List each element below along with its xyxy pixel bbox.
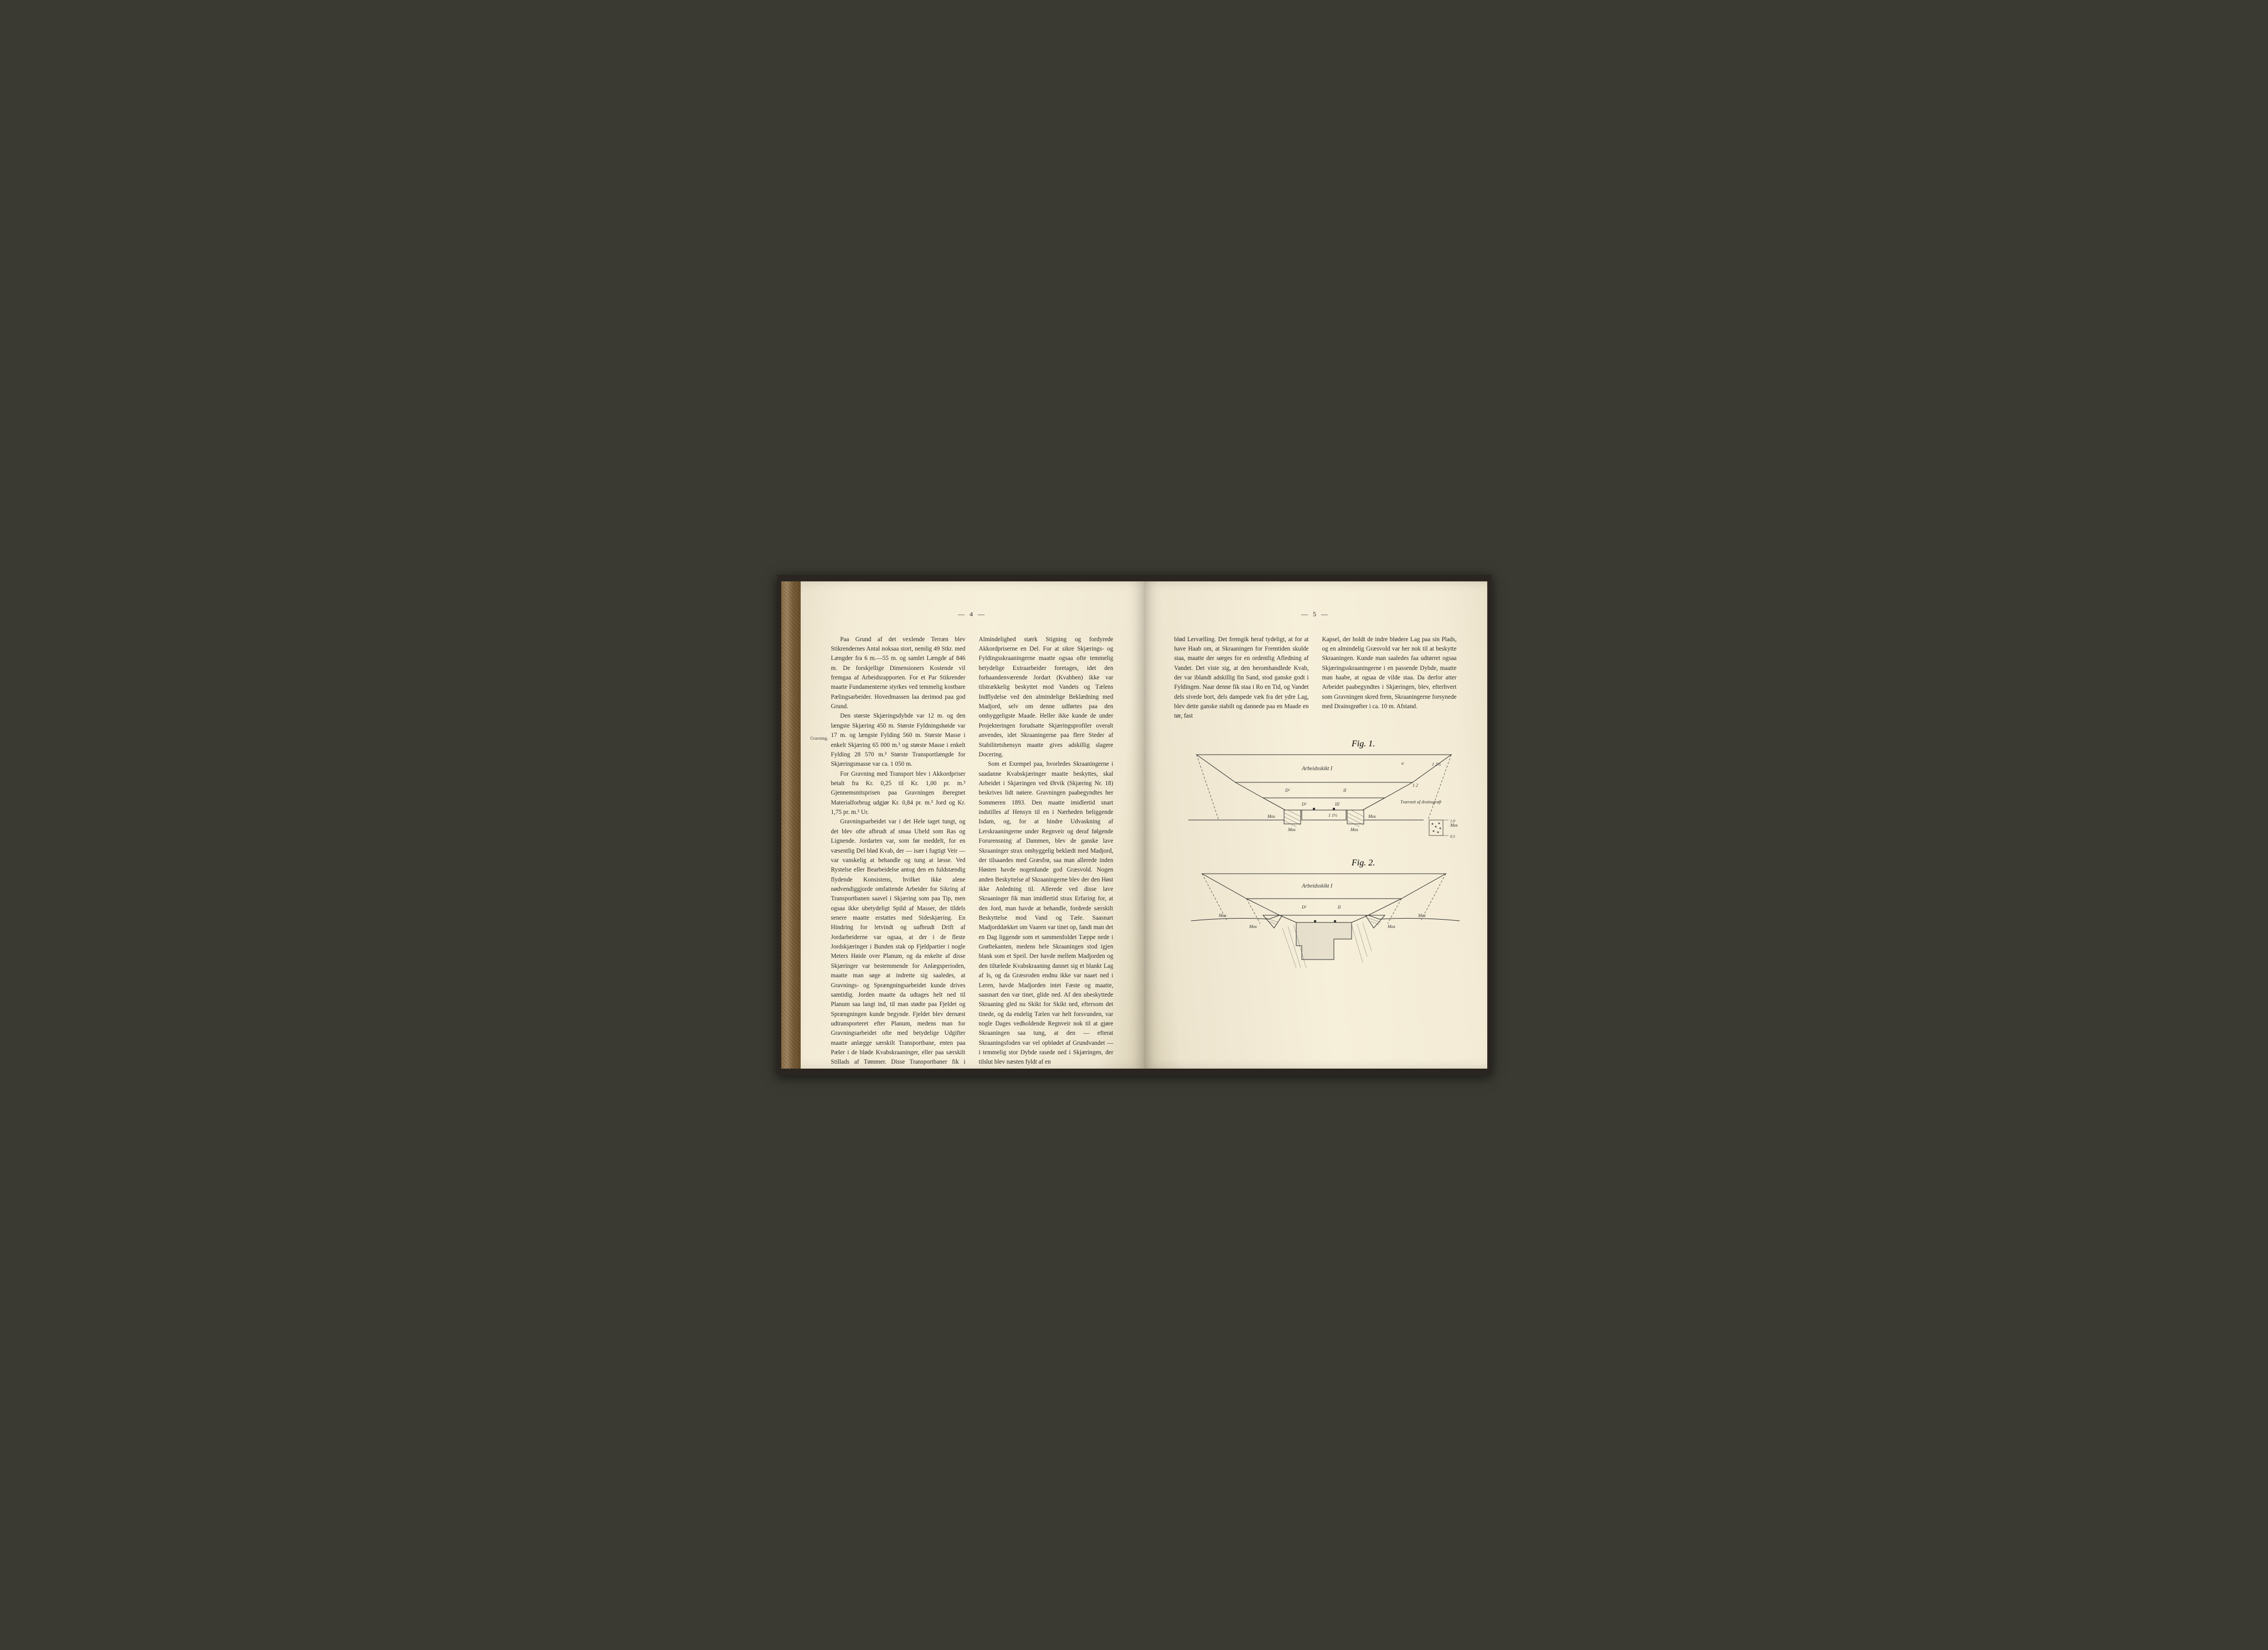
fig2-mos-left bbox=[1263, 915, 1282, 928]
fig2-rail bbox=[1314, 920, 1316, 922]
fig1-slope-dash bbox=[1197, 755, 1219, 820]
fig1-rail bbox=[1333, 808, 1335, 810]
fig1-a-label: a bbox=[1401, 761, 1404, 766]
fig1-mos-label: Mos bbox=[1267, 814, 1275, 819]
fig1-slope2-label: 1 2 bbox=[1413, 783, 1418, 788]
left-page: — 4 — Gravning. Paa Grund af det vexlend… bbox=[801, 581, 1144, 1069]
paragraph: Som et Exempel paa, hvorledes Skraaninge… bbox=[979, 760, 1114, 1068]
fig1-layer-2 bbox=[1235, 782, 1413, 798]
fig1-dim2-label: 1.0 bbox=[1450, 819, 1455, 823]
fig2-II-label: II bbox=[1337, 905, 1341, 910]
fig1-dim-label: 1 1½ bbox=[1328, 813, 1337, 818]
fig2-mos-label: Mos bbox=[1418, 913, 1426, 918]
paragraph: For Gravning med Transport blev i Akkord… bbox=[831, 770, 966, 818]
fig1-arbeidsskikt-label: Arbeidsskikt I bbox=[1301, 766, 1333, 772]
fig2-arbeidsskikt-label: Arbeidsskikt I bbox=[1301, 883, 1333, 889]
paragraph: Den største Skjæringsdybde var 12 m. og … bbox=[831, 711, 966, 769]
fig2-layer-2 bbox=[1246, 899, 1401, 915]
fig1-layer-3 bbox=[1263, 798, 1385, 810]
figure-1: Fig. 1. bbox=[1185, 738, 1446, 843]
fig1-slope-label: 1 2½ bbox=[1432, 762, 1441, 767]
figure-1-diagram: Fig. 1. bbox=[1185, 738, 1462, 843]
paragraph: Paa Grund af det vexlende Terræn blev St… bbox=[831, 635, 966, 712]
fig1-mos-label: Mos bbox=[1350, 827, 1358, 832]
book-spine-edge bbox=[781, 581, 801, 1069]
fig1-III-label: III bbox=[1334, 802, 1339, 807]
fig2-label: Fig. 2. bbox=[1351, 858, 1375, 868]
paragraph: Kapsel, der holdt de indre blødere Lag p… bbox=[1322, 635, 1457, 712]
fig1-mos-label: Mos bbox=[1450, 823, 1458, 828]
fig1-d2-label: D² bbox=[1285, 788, 1290, 793]
paragraph: blød Lervælling. Det fremgik heraf tydel… bbox=[1174, 635, 1309, 721]
fig1-II-label: II bbox=[1343, 788, 1347, 793]
fig1-d2-label: D² bbox=[1301, 802, 1307, 807]
fig1-dim3-label: 0.5 bbox=[1450, 834, 1455, 839]
fig1-label: Fig. 1. bbox=[1351, 739, 1375, 749]
right-page-body: blød Lervælling. Det fremgik heraf tydel… bbox=[1174, 635, 1457, 721]
fig1-channel bbox=[1302, 810, 1346, 820]
fig2-mos-right bbox=[1365, 915, 1385, 928]
fig1-rail bbox=[1313, 808, 1315, 810]
fig1-mos-label: Mos bbox=[1287, 827, 1296, 832]
fig1-mos-right bbox=[1347, 810, 1364, 827]
fig1-tvaersnit-label: Tværsnit af drainsgrøft bbox=[1400, 800, 1442, 805]
fig1-mos-left bbox=[1284, 810, 1301, 827]
margin-note: Gravning. bbox=[807, 735, 828, 742]
fig2-mos-label: Mos bbox=[1387, 924, 1395, 929]
figure-2-diagram: Fig. 2. bbox=[1185, 857, 1462, 979]
fig2-rail bbox=[1334, 920, 1336, 922]
fig1-mos-label: Mos bbox=[1368, 814, 1376, 819]
page-number-left: — 4 — bbox=[831, 609, 1114, 620]
fig2-cut-hatch bbox=[1282, 922, 1372, 968]
fig2-mos-label: Mos bbox=[1249, 924, 1257, 929]
figure-2: Fig. 2. bbox=[1185, 857, 1446, 979]
book-spread: — 4 — Gravning. Paa Grund af det vexlend… bbox=[777, 575, 1492, 1075]
right-page: — 5 — blød Lervælling. Det fremgik heraf… bbox=[1144, 581, 1487, 1069]
fig2-mos-label: Mos bbox=[1218, 913, 1226, 918]
fig1-drain-detail bbox=[1429, 820, 1449, 836]
left-page-body: Paa Grund af det vexlende Terræn blev St… bbox=[831, 635, 1114, 1068]
page-number-right: — 5 — bbox=[1174, 609, 1457, 620]
fig2-d2-label: D² bbox=[1301, 905, 1307, 910]
